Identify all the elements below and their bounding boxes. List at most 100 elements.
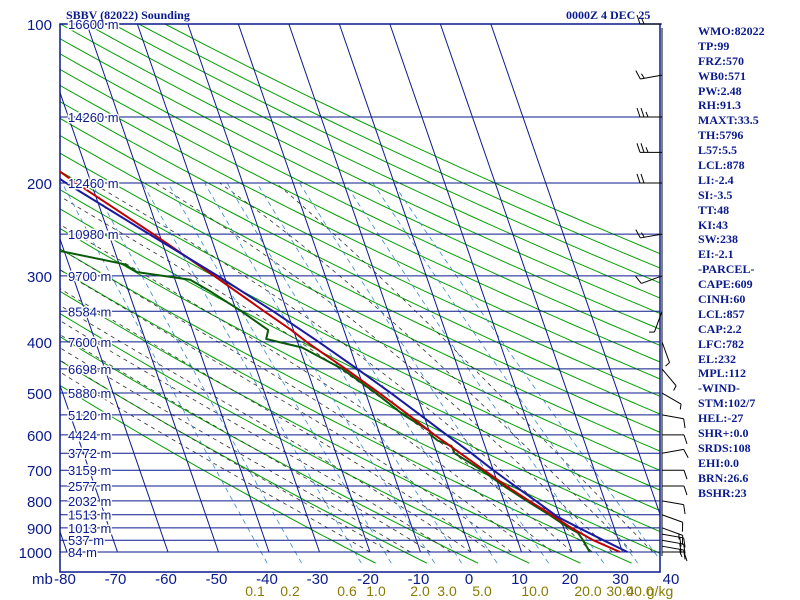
wind-barb-flag xyxy=(636,107,641,118)
wind-barb xyxy=(662,469,688,480)
height-label: 537 m xyxy=(68,533,104,548)
wind-barb xyxy=(661,527,684,545)
height-label: 2032 m xyxy=(68,494,111,509)
temperature-trace xyxy=(60,170,621,553)
wind-barb-flag xyxy=(641,73,645,79)
temperature-tick-label: -30 xyxy=(307,571,329,588)
dry-adiabat-line xyxy=(60,189,660,491)
index-line: TP:99 xyxy=(698,38,730,53)
mixing-ratio-lines xyxy=(61,182,660,564)
temperature-tick-label: -50 xyxy=(206,571,228,588)
isotherm-line xyxy=(439,24,623,553)
wind-barb-flag xyxy=(635,275,642,284)
height-label: 12460 m xyxy=(68,176,119,191)
isotherm-line xyxy=(136,24,320,553)
moist-adiabat-line xyxy=(60,304,472,553)
wind-barb-flag xyxy=(645,147,649,153)
mixing-ratio-label: 0.6 xyxy=(337,583,357,599)
wind-barb-flag xyxy=(683,449,689,458)
wind-barb-flag xyxy=(683,485,688,496)
wind-barb-flag xyxy=(641,18,645,25)
wind-barb xyxy=(661,392,682,410)
mixing-ratio-label: 2.0 xyxy=(410,583,430,599)
sounding-traces xyxy=(60,170,628,553)
index-line: L57:5.5 xyxy=(698,143,737,158)
mixing-ratio-label: 0.1 xyxy=(245,583,265,599)
wind-barb-flag xyxy=(665,362,670,367)
index-line: CAP:2.2 xyxy=(698,321,742,336)
wind-barb xyxy=(661,545,686,560)
dry-adiabat-line xyxy=(60,384,376,564)
temperature-tick-label: -80 xyxy=(54,571,76,588)
isotherm-line xyxy=(338,24,522,553)
dry-adiabat-line xyxy=(60,290,581,564)
wind-barb xyxy=(661,539,686,554)
dry-adiabat-line xyxy=(60,134,660,433)
wind-barb-flag xyxy=(679,537,682,547)
wind-barb xyxy=(661,533,686,548)
wind-barb xyxy=(662,551,688,562)
index-line: STM:102/7 xyxy=(698,396,756,411)
chart-datestamp: 0000Z 4 DEC 25 xyxy=(566,8,651,22)
mixing-ratio-line xyxy=(226,182,462,564)
wind-barb-flag xyxy=(673,385,677,391)
dry-adiabat-line xyxy=(60,38,660,330)
index-line: MPL:112 xyxy=(698,366,746,381)
wind-barb-flag xyxy=(679,543,682,553)
wind-barb-flag xyxy=(635,229,641,239)
isotherm-line xyxy=(86,24,270,553)
index-line: -WIND- xyxy=(698,381,740,396)
isotherms xyxy=(0,24,660,553)
wind-barb xyxy=(635,70,663,80)
wind-barb-staff xyxy=(654,311,663,333)
index-line: SI:-3.5 xyxy=(698,187,733,202)
isotherm-line xyxy=(60,237,169,553)
dry-adiabat-line xyxy=(60,152,660,452)
index-line: LI:-2.4 xyxy=(698,172,734,187)
mixing-ratio-label: 40.0 xyxy=(626,583,653,599)
moist-adiabat-line xyxy=(60,371,371,553)
dry-adiabat-line xyxy=(60,84,660,380)
temperature-tick-label: -70 xyxy=(105,571,127,588)
pressure-tick-label: 500 xyxy=(27,386,52,403)
isotherm-line xyxy=(187,24,371,553)
wind-barb xyxy=(661,448,689,458)
pressure-tick-label: 200 xyxy=(27,176,52,193)
isotherm-line xyxy=(60,383,118,553)
chart-title: SBBV (82022) Sounding xyxy=(66,8,190,22)
index-line: MAXT:33.5 xyxy=(698,113,759,128)
wind-barb xyxy=(636,107,662,118)
temperature-tick-label: -20 xyxy=(357,571,379,588)
wind-barb xyxy=(661,500,686,515)
wind-barb-flag xyxy=(679,549,682,555)
index-line: BRN:26.6 xyxy=(698,470,749,485)
height-label: 4424 m xyxy=(68,428,111,443)
index-line: SHR+:0.0 xyxy=(698,426,749,441)
height-label: 5120 m xyxy=(68,408,111,423)
dry-adiabat-line xyxy=(60,117,660,415)
mixing-ratio-label: 20.0 xyxy=(574,583,601,599)
moist-adiabat-line xyxy=(60,195,573,553)
index-line: KI:43 xyxy=(698,217,728,232)
height-label: 1513 m xyxy=(68,508,111,523)
dry-adiabats xyxy=(60,24,660,564)
parcel-trace xyxy=(60,177,628,553)
moist-adiabat-line xyxy=(60,359,391,553)
index-line: CINH:60 xyxy=(698,292,746,307)
mixing-ratio-line xyxy=(256,182,498,564)
index-line: EI:-2.1 xyxy=(698,247,734,262)
wind-barb-staff xyxy=(661,368,677,387)
temperature-tick-label: 40 xyxy=(663,571,680,588)
moist-adiabat-line xyxy=(275,182,654,553)
mixing-ratio-line xyxy=(142,182,362,564)
height-label: 9700 m xyxy=(68,269,111,284)
wind-barb-flag xyxy=(640,173,645,184)
mixing-ratio-line xyxy=(372,182,639,564)
wind-barb-flag xyxy=(683,504,686,515)
wind-barb-staff xyxy=(661,448,684,454)
height-label: 2577 m xyxy=(68,479,111,494)
isotherm-line xyxy=(0,24,17,552)
wind-barb-staff xyxy=(661,514,683,523)
mixing-ratio-line xyxy=(61,182,268,564)
